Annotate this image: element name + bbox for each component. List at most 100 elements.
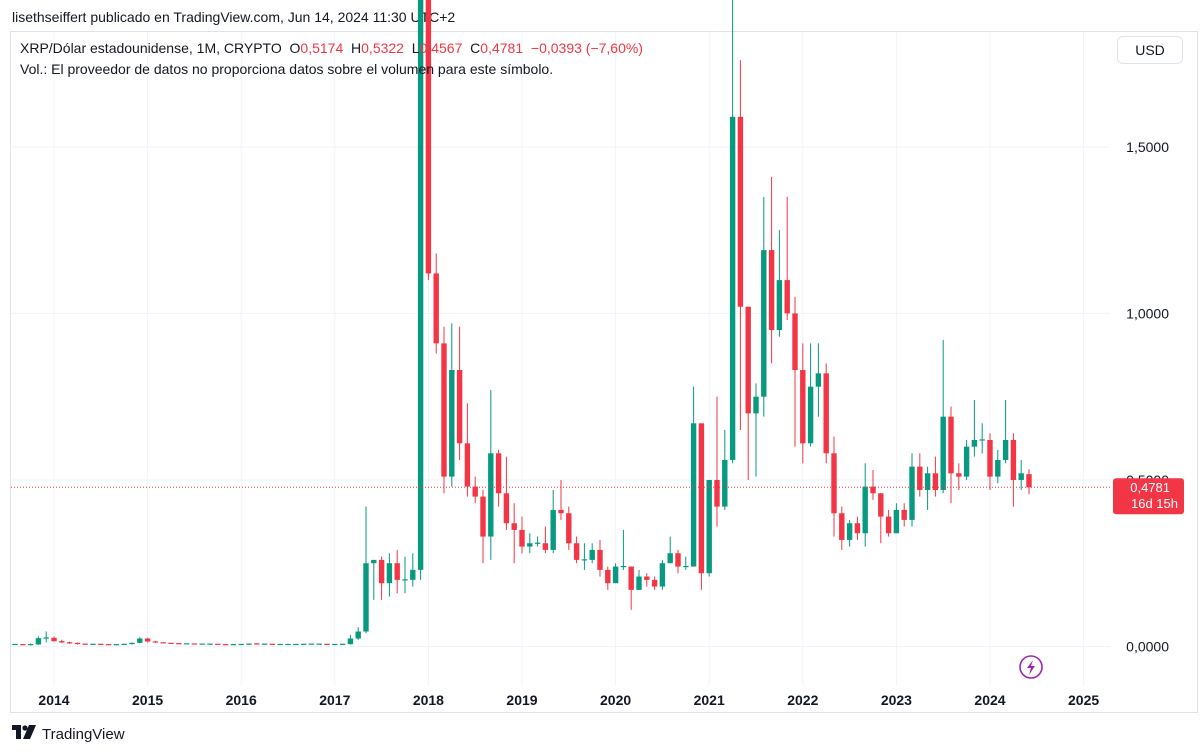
candle[interactable] bbox=[550, 489, 556, 554]
candle[interactable] bbox=[776, 230, 783, 337]
candle[interactable] bbox=[698, 423, 705, 590]
candle[interactable] bbox=[706, 479, 712, 577]
candle[interactable] bbox=[246, 643, 252, 645]
candle[interactable] bbox=[753, 383, 759, 477]
candle[interactable] bbox=[800, 343, 806, 464]
symbol-name[interactable]: XRP/Dólar estadounidense, 1M, CRYPTO bbox=[20, 40, 282, 56]
candle[interactable] bbox=[129, 642, 135, 645]
candle[interactable] bbox=[979, 423, 985, 454]
candle[interactable] bbox=[1010, 433, 1017, 507]
candle[interactable] bbox=[823, 363, 829, 464]
candle[interactable] bbox=[222, 644, 229, 646]
candle[interactable] bbox=[449, 323, 455, 487]
candle[interactable] bbox=[215, 643, 221, 645]
candle[interactable] bbox=[20, 644, 26, 646]
candle[interactable] bbox=[893, 503, 900, 534]
candle[interactable] bbox=[792, 296, 798, 447]
candle[interactable] bbox=[386, 553, 393, 597]
candle[interactable] bbox=[761, 196, 767, 417]
candle[interactable] bbox=[534, 536, 541, 547]
candle[interactable] bbox=[199, 643, 205, 645]
candle[interactable] bbox=[511, 503, 517, 564]
candle[interactable] bbox=[581, 543, 588, 570]
candle[interactable] bbox=[932, 456, 939, 497]
candle[interactable] bbox=[589, 543, 595, 564]
candle[interactable] bbox=[168, 642, 174, 644]
candle[interactable] bbox=[956, 463, 962, 490]
candle[interactable] bbox=[495, 449, 502, 507]
candle[interactable] bbox=[363, 506, 369, 634]
candle[interactable] bbox=[675, 549, 681, 574]
candle[interactable] bbox=[410, 553, 416, 587]
candle[interactable] bbox=[488, 390, 494, 560]
candle[interactable] bbox=[402, 556, 408, 594]
candle[interactable] bbox=[293, 643, 299, 646]
candle[interactable] bbox=[160, 642, 166, 644]
candle[interactable] bbox=[519, 516, 525, 554]
candle[interactable] bbox=[176, 643, 182, 645]
candle[interactable] bbox=[901, 503, 907, 527]
candle[interactable] bbox=[503, 456, 510, 530]
candle[interactable] bbox=[644, 573, 650, 587]
candle[interactable] bbox=[940, 340, 946, 494]
candle[interactable] bbox=[636, 569, 642, 590]
candle[interactable] bbox=[441, 326, 447, 494]
candle[interactable] bbox=[878, 493, 884, 544]
candle[interactable] bbox=[612, 563, 619, 584]
candle[interactable] bbox=[35, 636, 42, 645]
candle[interactable] bbox=[105, 644, 112, 646]
candle[interactable] bbox=[90, 643, 96, 645]
candle[interactable] bbox=[417, 0, 424, 580]
candle[interactable] bbox=[831, 436, 837, 537]
candle[interactable] bbox=[113, 644, 120, 646]
candle[interactable] bbox=[261, 643, 268, 645]
footer-brand[interactable]: TradingView bbox=[12, 725, 125, 743]
candle[interactable] bbox=[121, 643, 127, 645]
candle[interactable] bbox=[683, 556, 689, 570]
candle[interactable] bbox=[971, 400, 978, 457]
candle[interactable] bbox=[995, 449, 1001, 484]
candle[interactable] bbox=[355, 627, 361, 640]
candle[interactable] bbox=[339, 643, 346, 645]
candle[interactable] bbox=[82, 643, 88, 645]
candle[interactable] bbox=[722, 429, 728, 510]
candle[interactable] bbox=[862, 463, 868, 547]
candle[interactable] bbox=[527, 533, 533, 554]
candle[interactable] bbox=[651, 576, 658, 590]
candle[interactable] bbox=[963, 439, 970, 480]
candle[interactable] bbox=[480, 489, 486, 564]
candle[interactable] bbox=[714, 396, 720, 527]
candle[interactable] bbox=[183, 643, 190, 645]
candle[interactable] bbox=[300, 643, 307, 645]
candle[interactable] bbox=[433, 253, 439, 354]
candle[interactable] bbox=[768, 176, 775, 364]
candle[interactable] bbox=[987, 433, 993, 490]
candle[interactable] bbox=[854, 516, 861, 540]
candle[interactable] bbox=[667, 536, 673, 564]
candle[interactable] bbox=[238, 643, 244, 646]
candle[interactable] bbox=[98, 643, 104, 645]
candle[interactable] bbox=[542, 526, 549, 554]
candle[interactable] bbox=[347, 634, 354, 645]
candle[interactable] bbox=[566, 506, 572, 550]
candle[interactable] bbox=[885, 509, 892, 537]
candle[interactable] bbox=[425, 0, 432, 281]
candle[interactable] bbox=[269, 643, 276, 645]
candle[interactable] bbox=[1026, 469, 1032, 495]
candle[interactable] bbox=[659, 559, 666, 590]
candle[interactable] bbox=[620, 529, 627, 570]
candle[interactable] bbox=[27, 643, 34, 646]
candle[interactable] bbox=[332, 643, 338, 646]
candle[interactable] bbox=[144, 637, 151, 643]
candle[interactable] bbox=[745, 306, 751, 480]
candle[interactable] bbox=[690, 386, 697, 567]
lightning-icon[interactable] bbox=[1019, 655, 1043, 679]
candle[interactable] bbox=[605, 566, 611, 590]
candle[interactable] bbox=[137, 637, 143, 644]
candle[interactable] bbox=[59, 639, 65, 644]
candle[interactable] bbox=[815, 343, 822, 417]
candle[interactable] bbox=[456, 326, 463, 460]
candle[interactable] bbox=[558, 479, 564, 520]
currency-button[interactable]: USD bbox=[1117, 36, 1183, 64]
